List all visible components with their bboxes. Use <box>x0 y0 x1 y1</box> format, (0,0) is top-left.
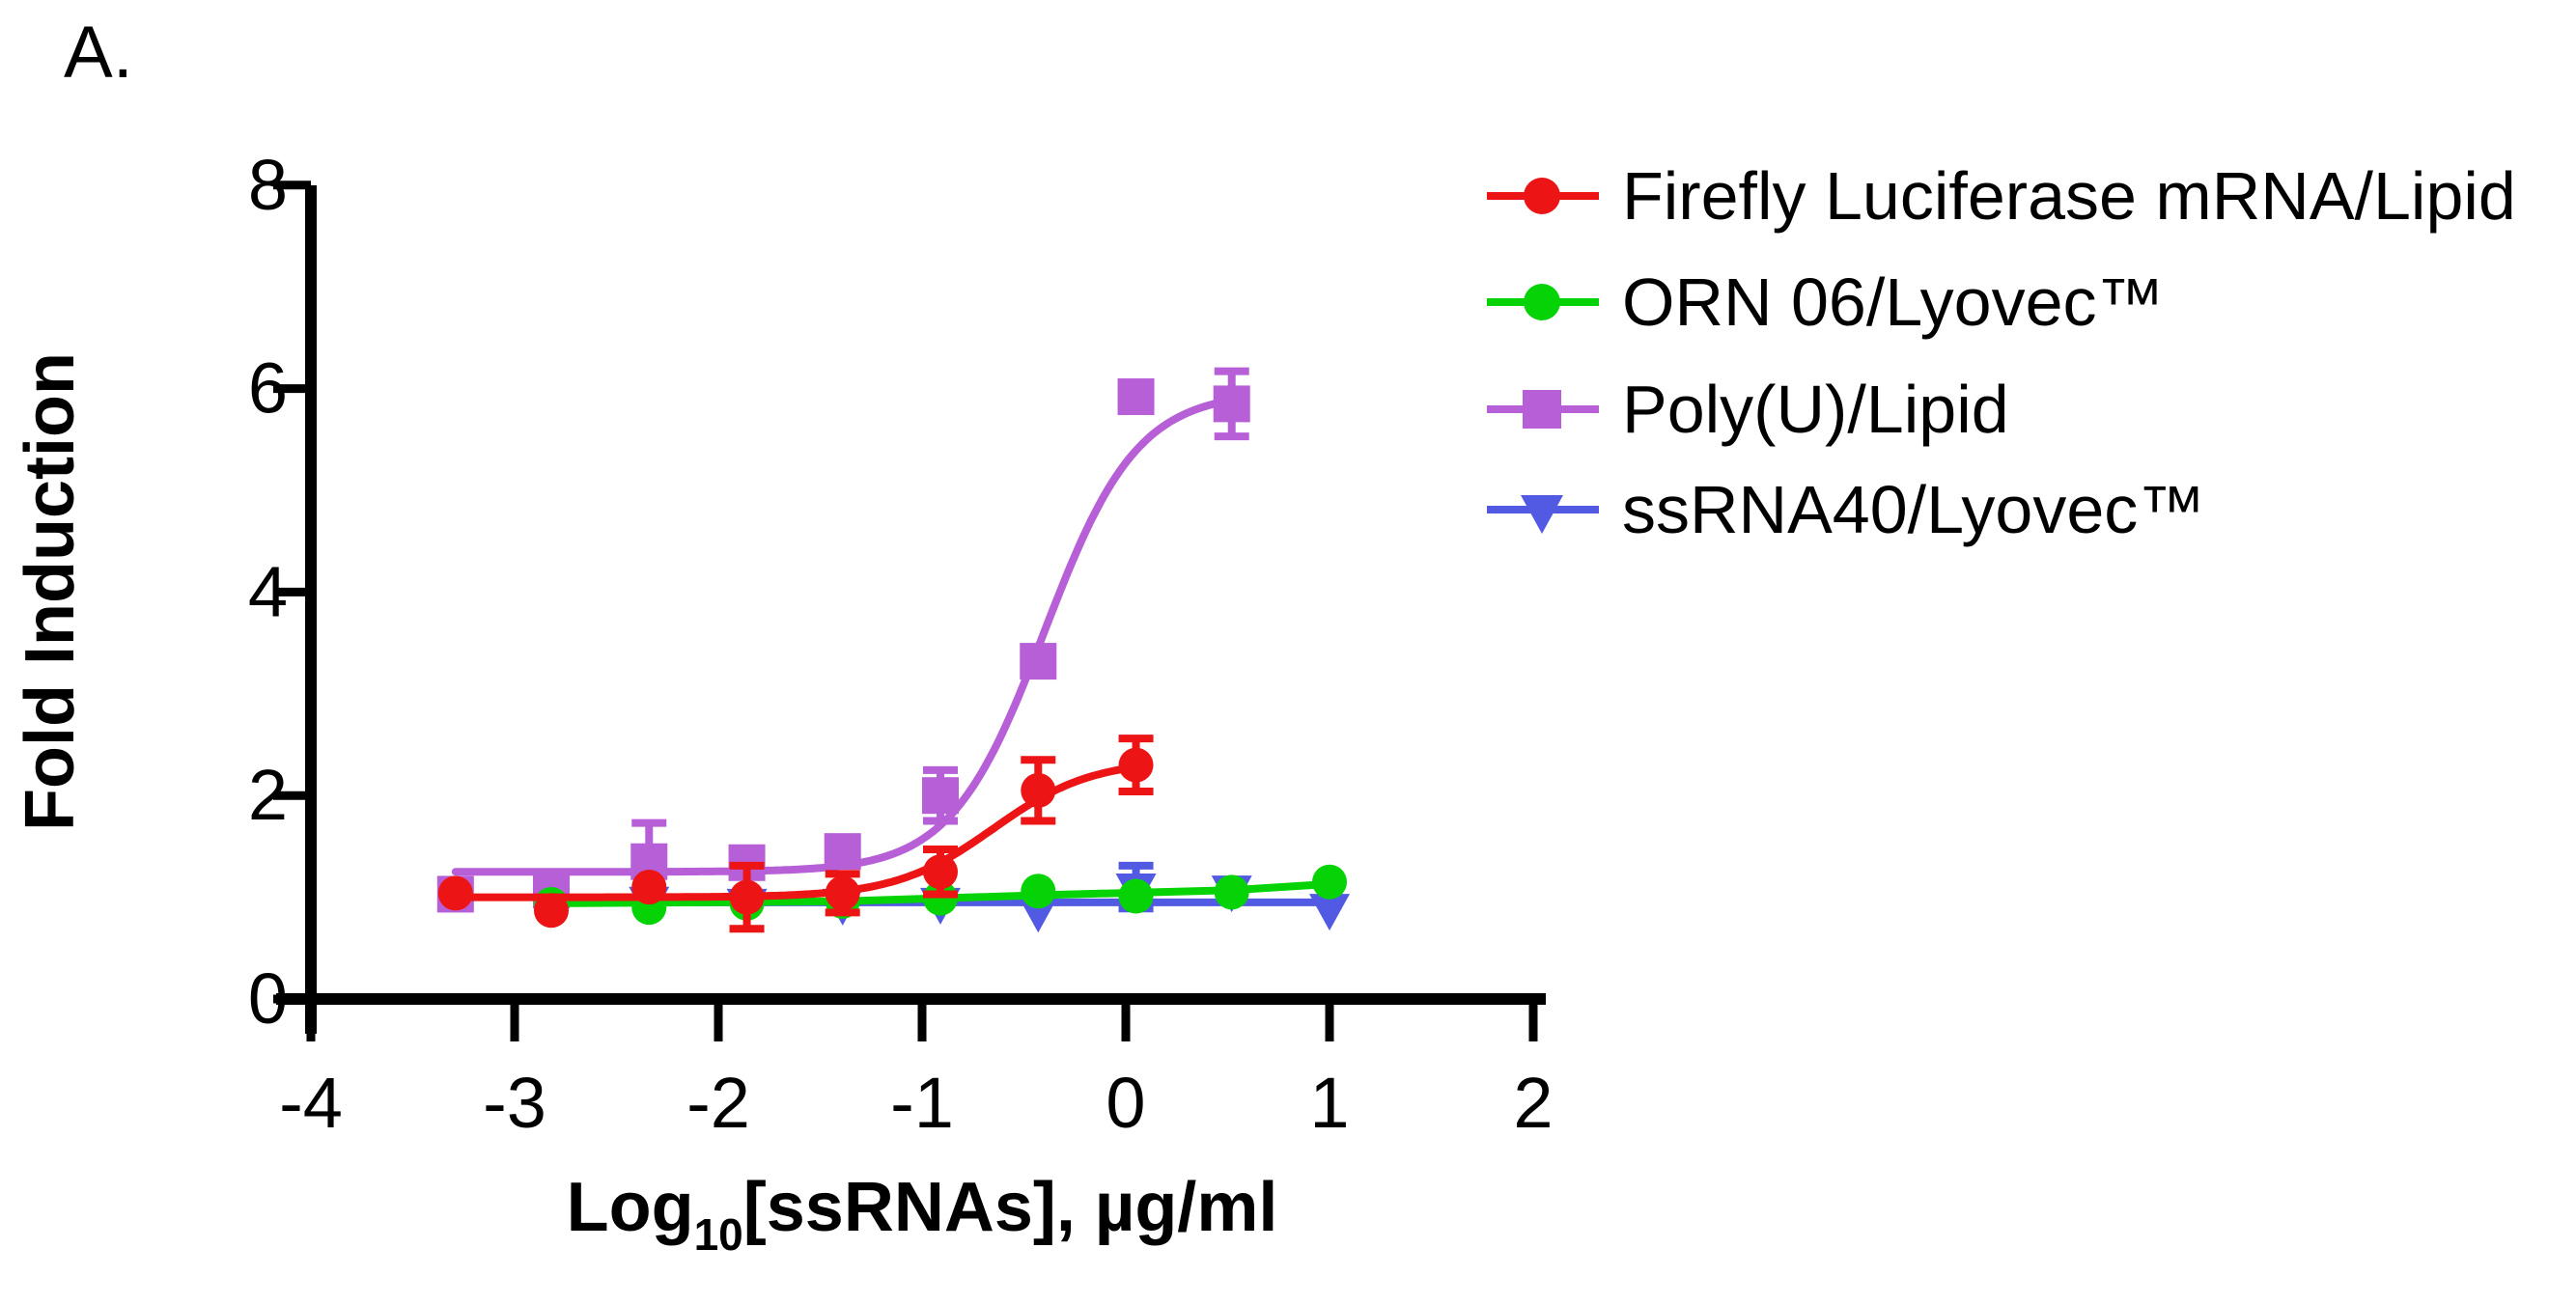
firefly-curve <box>451 763 1140 902</box>
legend-label-polyu: Poly(U)/Lipid <box>1622 372 2009 447</box>
firefly-legend-marker <box>1524 178 1560 214</box>
orn06-legend-marker <box>1524 284 1560 320</box>
firefly-marker <box>825 875 860 911</box>
y-tick-label: 2 <box>248 755 288 835</box>
ssrna40-legend-marker <box>1487 495 1599 534</box>
x-tick-label: -4 <box>279 1063 343 1143</box>
polyu-marker <box>921 777 959 815</box>
y-tick-label: 4 <box>248 551 288 631</box>
firefly-marker <box>1021 772 1056 808</box>
legend-label-ssrna40: ssRNA40/Lyovec™ <box>1622 472 2205 547</box>
x-axis-title: Log10[ssRNAs], µg/ml <box>567 1169 1278 1260</box>
x-tick-label: 1 <box>1309 1063 1349 1143</box>
legend: Firefly Luciferase mRNA/Lipid ORN 06/Lyo… <box>1487 158 2516 547</box>
y-axis-title: Fold Induction <box>12 352 89 831</box>
firefly-legend-marker <box>1487 178 1599 214</box>
x-tick-label: -3 <box>483 1063 546 1143</box>
y-tick-label: 6 <box>248 348 288 429</box>
x-axis-title-suffix: [ssRNAs], µg/ml <box>743 1169 1278 1246</box>
panel-label: A. <box>64 12 133 94</box>
legend-item-firefly: Firefly Luciferase mRNA/Lipid <box>1487 158 2516 234</box>
firefly-marker <box>729 879 765 915</box>
x-axis-title-subscript: 10 <box>694 1209 743 1260</box>
polyu-marker <box>1020 643 1057 680</box>
data-series <box>436 367 1350 933</box>
firefly-marker <box>631 870 667 905</box>
orn06-marker <box>1021 874 1056 909</box>
orn06-marker <box>1118 878 1154 914</box>
polyu-marker <box>824 833 861 871</box>
legend-item-polyu: Poly(U)/Lipid <box>1487 372 2009 447</box>
legend-label-firefly: Firefly Luciferase mRNA/Lipid <box>1622 158 2516 234</box>
orn06-marker <box>922 880 958 916</box>
polyu-curve <box>451 396 1234 876</box>
firefly-marker <box>533 893 569 929</box>
ssrna40-legend-marker <box>1521 495 1563 534</box>
y-tick-label: 8 <box>248 145 288 225</box>
legend-item-ssrna40: ssRNA40/Lyovec™ <box>1487 472 2205 547</box>
polyu-marker <box>1213 385 1250 423</box>
firefly-series <box>437 735 1154 933</box>
legend-label-orn06: ORN 06/Lyovec™ <box>1622 264 2165 340</box>
x-tick-label: -1 <box>890 1063 954 1143</box>
polyu-legend-marker <box>1523 390 1561 429</box>
axes: -4 -3 -2 -1 0 1 2 0 2 4 6 8 <box>248 145 1554 1143</box>
firefly-marker <box>922 854 958 890</box>
orn06-marker <box>1214 874 1249 910</box>
y-tick-label: 0 <box>248 958 288 1039</box>
orn06-legend-marker <box>1487 284 1599 320</box>
polyu-marker <box>1117 378 1155 416</box>
legend-item-orn06: ORN 06/Lyovec™ <box>1487 264 2165 340</box>
x-tick-label: 2 <box>1513 1063 1553 1143</box>
polyu-legend-marker <box>1487 390 1599 429</box>
ssrna40-marker <box>1309 894 1350 931</box>
firefly-marker <box>437 875 473 911</box>
polyu-series <box>436 367 1250 913</box>
x-tick-label: -2 <box>686 1063 750 1143</box>
x-axis-title-prefix: Log <box>567 1169 694 1246</box>
firefly-marker <box>1118 747 1154 783</box>
x-tick-label: 0 <box>1106 1063 1145 1143</box>
orn06-marker <box>1312 864 1347 900</box>
